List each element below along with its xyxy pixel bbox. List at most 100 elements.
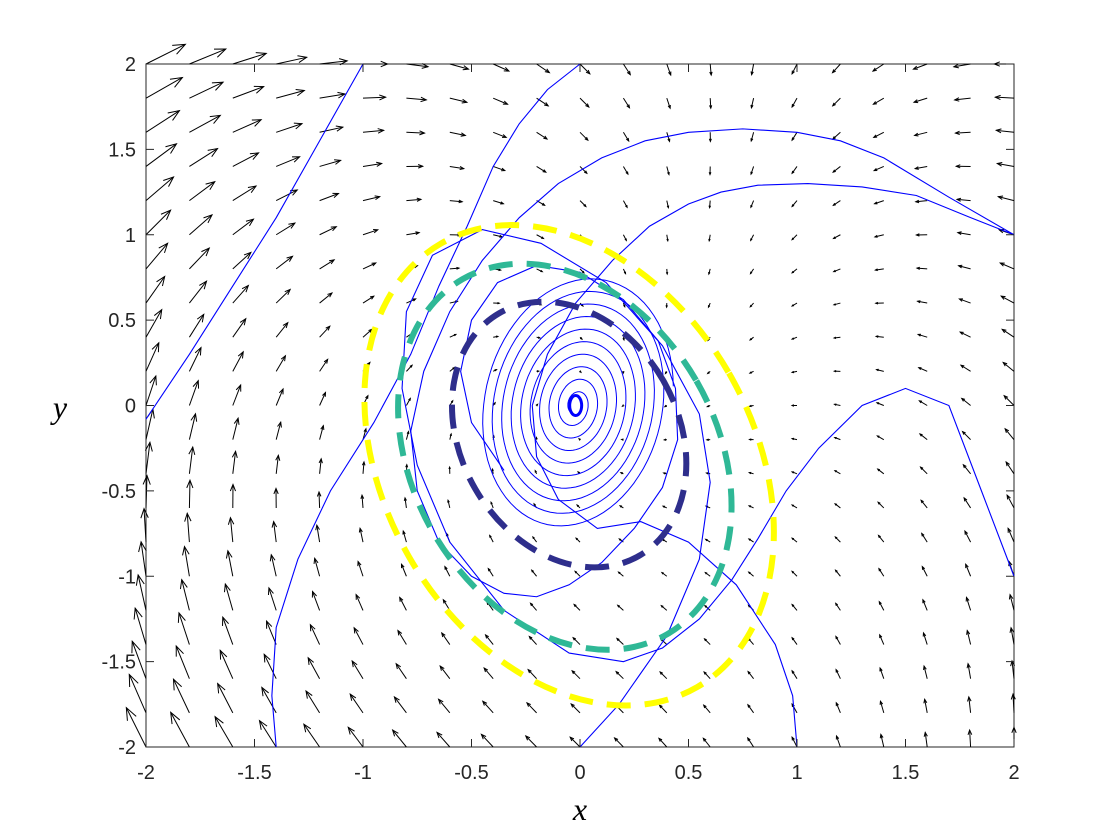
field-arrow: [534, 469, 538, 475]
field-arrow: [449, 333, 458, 338]
field-arrow: [875, 368, 884, 372]
field-arrow: [436, 731, 451, 748]
field-arrow: [957, 264, 971, 270]
field-arrow: [912, 63, 928, 70]
field-arrow: [872, 165, 884, 172]
field-arrow: [360, 493, 365, 508]
field-arrow: [871, 63, 885, 72]
field-arrow: [660, 571, 668, 577]
field-arrow: [125, 706, 147, 748]
field-arrow: [622, 234, 627, 242]
field-arrow: [571, 669, 581, 680]
field-arrow: [955, 197, 971, 202]
field-arrow: [832, 200, 841, 207]
field-arrow: [449, 432, 452, 440]
field-arrow: [965, 596, 972, 611]
field-arrow: [918, 400, 928, 406]
field-arrow: [362, 94, 387, 101]
field-arrow: [493, 165, 507, 172]
field-arrow: [749, 268, 755, 275]
field-arrow: [747, 703, 755, 714]
field-arrow: [619, 472, 624, 475]
field-arrow: [275, 189, 299, 202]
field-arrow: [833, 469, 841, 475]
field-arrow: [275, 222, 297, 236]
field-arrow: [449, 366, 456, 372]
field-arrow: [406, 197, 423, 202]
field-arrow: [916, 333, 928, 338]
field-arrow: [179, 578, 190, 611]
field-arrow: [316, 490, 322, 508]
field-arrow: [406, 130, 426, 136]
field-arrow: [145, 275, 166, 304]
field-arrow: [258, 719, 277, 748]
field-arrow: [232, 152, 260, 167]
field-arrow: [659, 671, 668, 680]
field-arrow: [966, 662, 972, 679]
field-arrow: [954, 164, 971, 169]
field-arrow: [484, 633, 494, 645]
x-tick-label: 0: [574, 762, 585, 784]
field-arrow: [617, 571, 624, 577]
field-arrow: [267, 586, 277, 611]
field-arrow: [232, 350, 244, 372]
y-tick-label: 1.5: [108, 139, 136, 161]
field-arrow: [492, 63, 511, 72]
field-arrow: [276, 156, 301, 167]
x-tick-label: -1.5: [237, 762, 271, 784]
field-arrow: [575, 537, 581, 543]
field-arrow: [919, 466, 928, 475]
field-arrow: [133, 606, 147, 645]
field-arrow: [750, 234, 755, 242]
field-arrow: [222, 615, 234, 645]
field-arrow: [961, 430, 971, 441]
field-arrow: [319, 91, 347, 99]
field-arrow: [145, 341, 160, 372]
field-arrow: [405, 397, 411, 406]
field-arrow: [225, 549, 234, 577]
field-arrow: [536, 63, 551, 74]
field-arrow: [269, 553, 277, 577]
field-arrow: [708, 234, 711, 243]
equilibrium-point: [568, 394, 584, 417]
field-arrow: [661, 505, 668, 509]
field-arrow: [261, 686, 277, 714]
field-arrow: [873, 234, 884, 238]
field-arrow: [658, 704, 668, 714]
field-arrow: [834, 569, 841, 577]
field-arrow: [994, 128, 1015, 134]
field-arrow: [128, 673, 147, 714]
field-arrow: [750, 98, 755, 110]
field-arrow: [232, 284, 250, 304]
field-arrow: [622, 337, 625, 342]
field-arrow: [666, 97, 671, 110]
field-arrow: [874, 335, 884, 338]
field-arrow: [962, 463, 971, 475]
field-arrow: [835, 701, 841, 714]
field-arrow: [922, 631, 928, 645]
field-arrow: [579, 200, 587, 208]
field-arrow: [791, 63, 798, 76]
field-arrow: [189, 48, 228, 65]
axis-ticks: -2 -1.5 -1 -0.5 0 0.5 1 1.5 2 -2 -1.5 -1 -0.5 0 0.5 1 1.…: [102, 54, 1020, 784]
field-arrow: [536, 131, 549, 140]
field-arrow: [227, 516, 235, 543]
field-arrow: [708, 166, 712, 176]
field-arrow: [748, 336, 754, 341]
field-arrow: [705, 404, 711, 408]
field-arrow: [483, 667, 494, 680]
field-arrow: [704, 571, 711, 577]
field-arrow: [489, 534, 494, 543]
field-arrow: [622, 97, 631, 109]
field-arrow: [1001, 328, 1015, 338]
field-arrow: [618, 505, 624, 509]
field-arrow: [963, 496, 972, 509]
field-arrow: [189, 81, 225, 99]
field-arrow: [397, 629, 407, 645]
field-arrow: [702, 737, 711, 748]
field-arrow: [790, 471, 798, 475]
field-arrow: [952, 63, 971, 69]
field-arrow: [709, 63, 713, 77]
field-arrow: [232, 317, 247, 338]
x-tick-label: 0.5: [675, 762, 703, 784]
